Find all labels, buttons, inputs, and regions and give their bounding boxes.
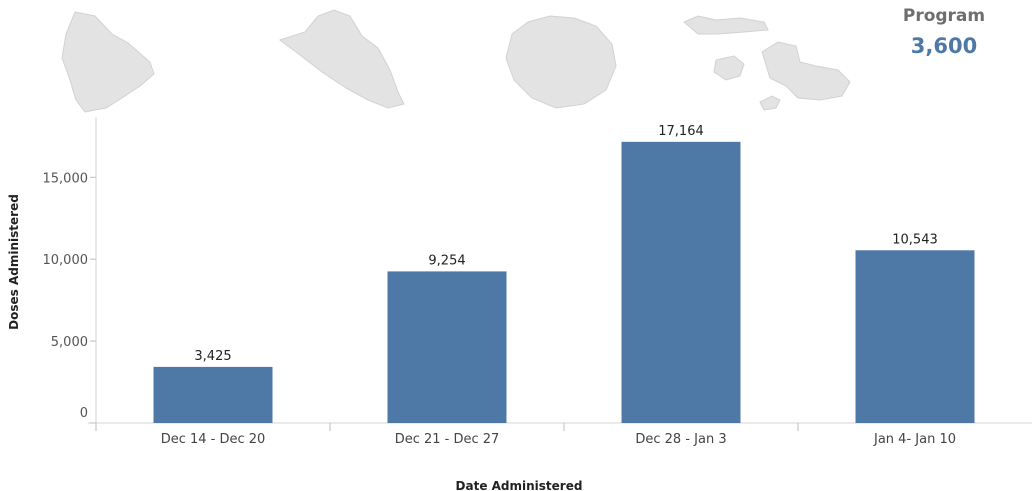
y-tick-label: 5,000 (51, 335, 88, 350)
bar (387, 271, 507, 423)
bar (855, 250, 975, 423)
program-label: Program (902, 6, 986, 26)
kauai-island-icon (505, 15, 617, 109)
bar (621, 141, 741, 423)
oahu-island-icon (278, 9, 405, 109)
y-axis-title: Doses Administered (7, 194, 21, 330)
hawaii-island-icon (61, 11, 155, 113)
bar-value-label: 10,543 (892, 232, 938, 247)
bar-value-label: 17,164 (658, 124, 704, 139)
x-category-label: Dec 21 - Dec 27 (395, 432, 500, 447)
x-category-label: Jan 4- Jan 10 (873, 432, 956, 447)
x-category-label: Dec 14 - Dec 20 (161, 432, 266, 447)
maui-island-icon (761, 41, 851, 101)
y-tick-label: 10,000 (43, 253, 89, 268)
bar-value-label: 9,254 (428, 253, 465, 268)
x-axis-title: Date Administered (456, 479, 583, 491)
program-value: 3,600 (910, 34, 978, 58)
molokai-island-icon (683, 15, 769, 35)
bar (153, 366, 273, 423)
labels: 3,425 Dec 14 - Dec 20 9,254 Dec 21 - Dec 27… (7, 124, 956, 491)
x-category-label: Dec 28 - Jan 3 (635, 432, 726, 447)
kahoolawe-island-icon (759, 95, 781, 111)
bars (153, 141, 975, 423)
lanai-island-icon (713, 55, 745, 81)
y-tick-label: 0 (80, 406, 88, 421)
bar-value-label: 3,425 (194, 349, 231, 364)
y-tick-label: 15,000 (43, 171, 89, 186)
island-decorations (61, 9, 851, 113)
